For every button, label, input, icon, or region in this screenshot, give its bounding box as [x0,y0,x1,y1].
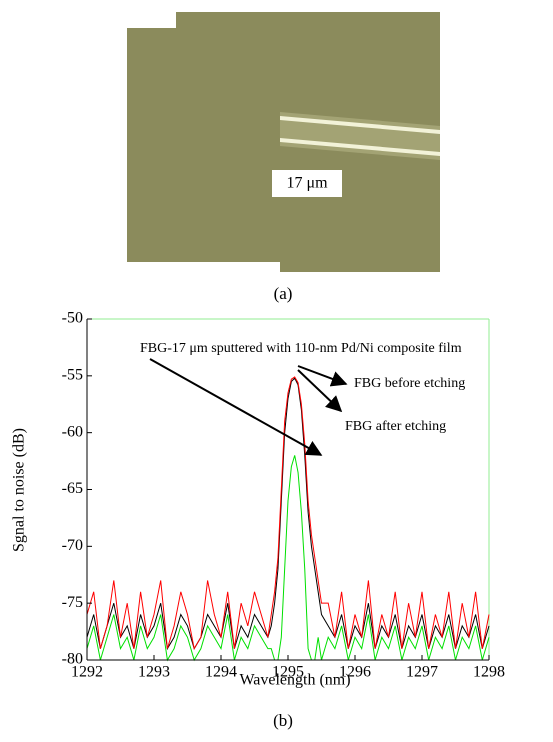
annotation: FBG-17 μm sputtered with 110-nm Pd/Ni co… [140,341,462,356]
x-tick-label: 1293 [138,664,170,681]
x-tick-label: 1297 [406,664,438,681]
x-tick-label: 1294 [205,664,237,681]
micrograph [127,12,440,272]
scale-label: 17 μm [286,175,328,192]
caption: (b) [273,711,293,730]
x-tick-label: 1295 [272,664,304,681]
annotation: FBG before etching [354,376,465,391]
x-tick-label: 1298 [473,664,505,681]
arrow [297,365,348,387]
y-tick-label: -65 [62,480,83,497]
plot-area [86,376,490,662]
y-tick-label: -75 [62,594,83,611]
x-axis-title: Wavelength (nm) [239,672,350,689]
caption: (a) [274,284,293,303]
y-tick-label: -60 [62,423,83,440]
y-tick-label: -70 [62,537,83,554]
arrow [297,369,343,413]
x-tick-label: 1296 [339,664,371,681]
x-tick-label: 1292 [71,664,103,681]
y-tick-label: -80 [62,651,83,668]
y-tick-label: -50 [62,310,83,327]
annotation: FBG after etching [345,419,446,434]
series-line [86,376,490,651]
y-axis-title: Sgnal to noise (dB) [11,428,28,552]
series-line [86,377,490,651]
series-line [86,455,490,662]
arrow [149,358,323,456]
y-tick-label: -55 [62,367,83,384]
